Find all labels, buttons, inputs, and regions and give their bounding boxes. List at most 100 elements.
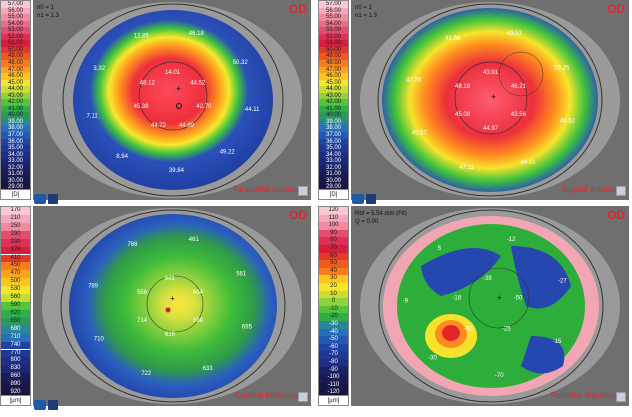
scale-tick: 55.00 bbox=[319, 14, 348, 21]
scale-tick: -10 bbox=[319, 305, 348, 314]
scale-tick: -80 bbox=[319, 359, 348, 367]
scale-tick: 42.00 bbox=[319, 99, 348, 106]
color-scale: 57.00 56.00 55.00 54.00 53.00 52.00 51.00 50.00… bbox=[318, 0, 349, 200]
scale-tick: 42.00 bbox=[1, 99, 30, 106]
scale-tick: -20 bbox=[319, 313, 348, 321]
color-scale: 57.00 56.00 55.00 54.00 53.00 52.00 51.00 50.00… bbox=[0, 0, 31, 200]
map-value-label: 44.97 bbox=[483, 126, 499, 132]
scale-tick: 54.00 bbox=[1, 20, 30, 28]
scale-tick: 90 bbox=[319, 229, 348, 238]
scale-tick: 60 bbox=[319, 252, 348, 261]
scale-tick: 46.00 bbox=[319, 73, 348, 80]
logo-badge-2 bbox=[366, 194, 376, 204]
scale-tick: 35.00 bbox=[319, 145, 348, 152]
logo-badge bbox=[34, 400, 46, 410]
scale-tick: 920 bbox=[1, 389, 30, 397]
save-icon[interactable] bbox=[616, 392, 626, 402]
map-title: Posterior elevation bbox=[550, 391, 617, 400]
scale-tick: 770 bbox=[1, 349, 30, 358]
map-value-label: 722 bbox=[141, 371, 152, 377]
map-value-label: 45.08 bbox=[455, 112, 471, 118]
svg-text:+: + bbox=[176, 84, 181, 94]
map-title: Tangential anterior bbox=[233, 185, 299, 194]
scale-tick: 40 bbox=[319, 267, 348, 276]
eye-label: OD bbox=[607, 2, 625, 16]
scale-tick: 250 bbox=[1, 222, 30, 231]
scale-tick: -100 bbox=[319, 374, 348, 382]
save-icon[interactable] bbox=[616, 186, 626, 196]
scale-tick: 31.00 bbox=[319, 171, 348, 178]
scale-tick: -120 bbox=[319, 389, 348, 397]
scale-tick: 450 bbox=[1, 262, 30, 271]
scale-tick: 40.00 bbox=[319, 112, 348, 119]
scale-tick: 44.00 bbox=[1, 86, 30, 93]
scale-tick: 40.00 bbox=[1, 112, 30, 119]
svg-text:+: + bbox=[170, 294, 175, 303]
topography-map: + 14.01 44.52 42.70 44.69 44.72 45.38 48.12 46.… bbox=[33, 0, 311, 200]
eye-photo-map: + 681 604 698 616 714 556 461 561 695 633 722 710 78… bbox=[33, 206, 311, 406]
scale-tick: 31.00 bbox=[1, 171, 30, 178]
scale-tick: 48.00 bbox=[319, 59, 348, 67]
save-icon[interactable] bbox=[298, 392, 308, 402]
scale-tick: 51.00 bbox=[1, 40, 30, 47]
scale-tick: 36.00 bbox=[319, 138, 348, 146]
scale-tick: 43.00 bbox=[1, 92, 30, 100]
scale-tick: 650 bbox=[1, 317, 30, 326]
scale-tick: 100 bbox=[319, 222, 348, 230]
scale-tick: 0 bbox=[319, 298, 348, 306]
scale-tick: 56.00 bbox=[1, 7, 30, 15]
logo-badge bbox=[34, 194, 46, 204]
map-value-label: 43.28 bbox=[406, 77, 422, 83]
scale-tick: 54.00 bbox=[319, 20, 348, 28]
scale-tick: 680 bbox=[1, 325, 30, 334]
scale-tick: 500 bbox=[1, 278, 30, 287]
map-value-label: 710 bbox=[94, 337, 105, 343]
scale-tick: 110 bbox=[319, 214, 348, 223]
scale-tick: 800 bbox=[1, 357, 30, 366]
scale-tick: 44.00 bbox=[319, 86, 348, 93]
map-value-label: -15 bbox=[553, 339, 562, 345]
map-value-label: 48.52 bbox=[560, 119, 576, 125]
map-value-label: 48.18 bbox=[455, 84, 471, 90]
map-value-label: 8.94 bbox=[116, 154, 128, 160]
scale-tick: 46.00 bbox=[1, 73, 30, 80]
scale-tick: 48.00 bbox=[1, 59, 30, 67]
map-value-label: 44.52 bbox=[190, 81, 206, 87]
eye-label: OD bbox=[607, 208, 625, 222]
scale-tick: 370 bbox=[1, 246, 30, 255]
map-value-label: 46.21 bbox=[511, 84, 527, 90]
scale-tick: -60 bbox=[319, 343, 348, 352]
map-value-label: 12.85 bbox=[134, 34, 150, 40]
scale-tick: 33.00 bbox=[319, 158, 348, 165]
panel-sagittal-anterior: 57.00 56.00 55.00 54.00 53.00 52.00 51.00 50.00… bbox=[318, 0, 632, 206]
map-value-label: 45.38 bbox=[134, 104, 150, 110]
map-value-label: 50.25 bbox=[554, 65, 570, 71]
eye-label: OD bbox=[289, 208, 307, 222]
scale-tick: 34.00 bbox=[319, 151, 348, 159]
map-value-label: 49.53 bbox=[507, 31, 523, 37]
scale-tick: -50 bbox=[319, 336, 348, 344]
eye-label: OD bbox=[289, 2, 307, 16]
scale-tick: 52.00 bbox=[319, 33, 348, 41]
map-value-label: -12 bbox=[507, 237, 516, 243]
map-params: Rbf = 5.54 mm (Fit) Q = 0.00 bbox=[355, 211, 407, 225]
map-value-label: 44.61 bbox=[521, 160, 537, 166]
panel-corneal-thickness: 170 210 250 290 330 370 410 450 470 500 530 560 590 6… bbox=[0, 206, 314, 412]
map-value-label: 43.91 bbox=[483, 70, 499, 76]
scale-tick: 51.00 bbox=[319, 40, 348, 47]
scale-unit: [D] bbox=[319, 189, 348, 199]
save-icon[interactable] bbox=[298, 186, 308, 196]
scale-tick: 57.00 bbox=[1, 1, 30, 8]
map-value-label: 50.32 bbox=[233, 60, 249, 66]
scale-unit: [µm] bbox=[1, 395, 30, 405]
panel-posterior-elevation: 120 110 100 90 80 70 60 50 40 30 20 10 0 -10 -20 -30 -40… bbox=[318, 206, 632, 412]
scale-tick: 39.00 bbox=[319, 118, 348, 126]
panel-tangential-anterior: 57.00 56.00 55.00 54.00 53.00 52.00 51.00 50.00… bbox=[0, 0, 314, 206]
topography-map: + 43.91 46.21 43.56 44.97 45.08 48.18 49.53 50.… bbox=[351, 0, 629, 200]
map-title: Sagittal anterior bbox=[560, 185, 617, 194]
map-value-label: 695 bbox=[242, 325, 253, 331]
eye-photo-map: + 14.01 44.52 42.70 44.69 44.72 45.38 48.12 46.… bbox=[33, 0, 311, 200]
scale-tick: 41.00 bbox=[1, 105, 30, 113]
scale-tick: 36.00 bbox=[1, 138, 30, 146]
scale-tick: 38.00 bbox=[1, 125, 30, 133]
